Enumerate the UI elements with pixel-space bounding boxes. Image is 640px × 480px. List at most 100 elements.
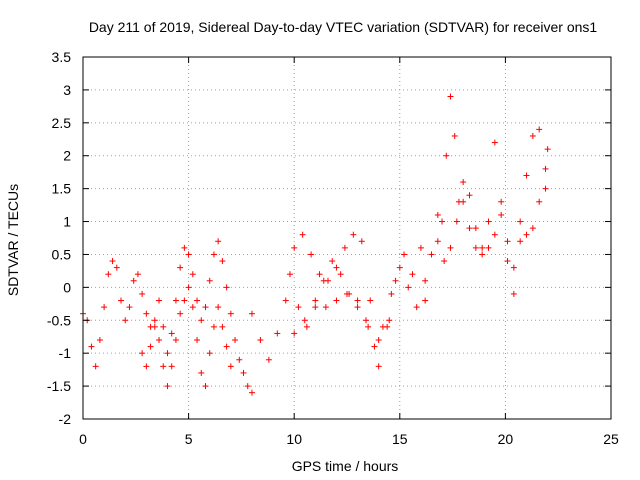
data-point — [451, 132, 458, 139]
data-point — [447, 244, 454, 251]
x-tick-label: 20 — [498, 431, 514, 447]
data-point — [109, 258, 116, 265]
data-point — [189, 304, 196, 311]
data-point — [265, 356, 272, 363]
data-point — [286, 271, 293, 278]
data-point — [491, 231, 498, 238]
data-point — [156, 337, 163, 344]
data-point — [479, 251, 486, 258]
data-point — [105, 271, 112, 278]
data-point — [510, 290, 517, 297]
data-point — [236, 356, 243, 363]
data-point — [223, 343, 230, 350]
data-point — [434, 211, 441, 218]
data-point — [316, 271, 323, 278]
data-point — [434, 238, 441, 245]
data-point — [194, 337, 201, 344]
data-point — [118, 297, 125, 304]
plot-frame — [82, 56, 612, 420]
data-point — [529, 132, 536, 139]
data-point — [504, 258, 511, 265]
data-point — [147, 343, 154, 350]
data-point — [232, 337, 239, 344]
x-tick-label: 15 — [392, 431, 408, 447]
data-point — [257, 337, 264, 344]
data-point — [491, 139, 498, 146]
data-point — [210, 323, 217, 330]
data-point — [202, 304, 209, 311]
data-point — [227, 363, 234, 370]
data-point — [301, 317, 308, 324]
grid-layer — [83, 57, 611, 419]
y-tick-label: 2 — [63, 148, 71, 164]
data-point — [122, 317, 129, 324]
data-point — [181, 297, 188, 304]
data-point — [504, 238, 511, 245]
data-point — [439, 218, 446, 225]
data-point — [498, 198, 505, 205]
y-tick-label: -1.5 — [47, 378, 71, 394]
x-tick-label: 10 — [286, 431, 302, 447]
data-point — [177, 310, 184, 317]
y-tick-label: 3.5 — [52, 49, 72, 65]
data-point — [240, 369, 247, 376]
data-point — [428, 251, 435, 258]
data-point — [523, 231, 530, 238]
data-point — [274, 330, 281, 337]
data-point — [542, 185, 549, 192]
x-axis-label: GPS time / hours — [292, 458, 399, 474]
data-point — [479, 244, 486, 251]
data-point — [299, 231, 306, 238]
data-point — [417, 244, 424, 251]
data-point — [215, 238, 222, 245]
y-axis-label: SDTVAR / TECUs — [5, 184, 21, 296]
data-point — [185, 284, 192, 291]
y-tick-label: 3 — [63, 82, 71, 98]
chart-title: Day 211 of 2019, Sidereal Day-to-day VTE… — [89, 19, 598, 35]
data-point — [517, 238, 524, 245]
data-point — [322, 304, 329, 311]
data-point — [333, 264, 340, 271]
data-point — [215, 304, 222, 311]
data-point — [542, 165, 549, 172]
data-point — [312, 297, 319, 304]
data-point — [248, 389, 255, 396]
data-point — [219, 323, 226, 330]
data-point — [536, 126, 543, 133]
data-point — [422, 277, 429, 284]
data-point — [134, 271, 141, 278]
data-point — [472, 225, 479, 232]
data-point — [396, 264, 403, 271]
data-point — [219, 258, 226, 265]
data-point — [202, 383, 209, 390]
data-point — [460, 198, 467, 205]
data-point — [143, 310, 150, 317]
data-point — [401, 251, 408, 258]
data-point — [303, 323, 310, 330]
data-point — [453, 218, 460, 225]
data-point — [363, 317, 370, 324]
data-point — [358, 238, 365, 245]
data-point — [143, 363, 150, 370]
data-point — [172, 337, 179, 344]
data-point — [185, 251, 192, 258]
data-point — [392, 277, 399, 284]
data-point — [282, 297, 289, 304]
data-point — [312, 304, 319, 311]
data-point — [460, 179, 467, 186]
data-point — [172, 297, 179, 304]
data-point — [329, 258, 336, 265]
data-point — [544, 146, 551, 153]
data-point — [365, 323, 372, 330]
y-tick-label: -2 — [59, 411, 72, 427]
data-point — [291, 330, 298, 337]
data-point — [177, 264, 184, 271]
data-point — [341, 244, 348, 251]
data-point — [523, 172, 530, 179]
data-point — [379, 323, 386, 330]
data-point — [151, 323, 158, 330]
data-point — [92, 363, 99, 370]
data-point — [367, 297, 374, 304]
data-point — [181, 244, 188, 251]
